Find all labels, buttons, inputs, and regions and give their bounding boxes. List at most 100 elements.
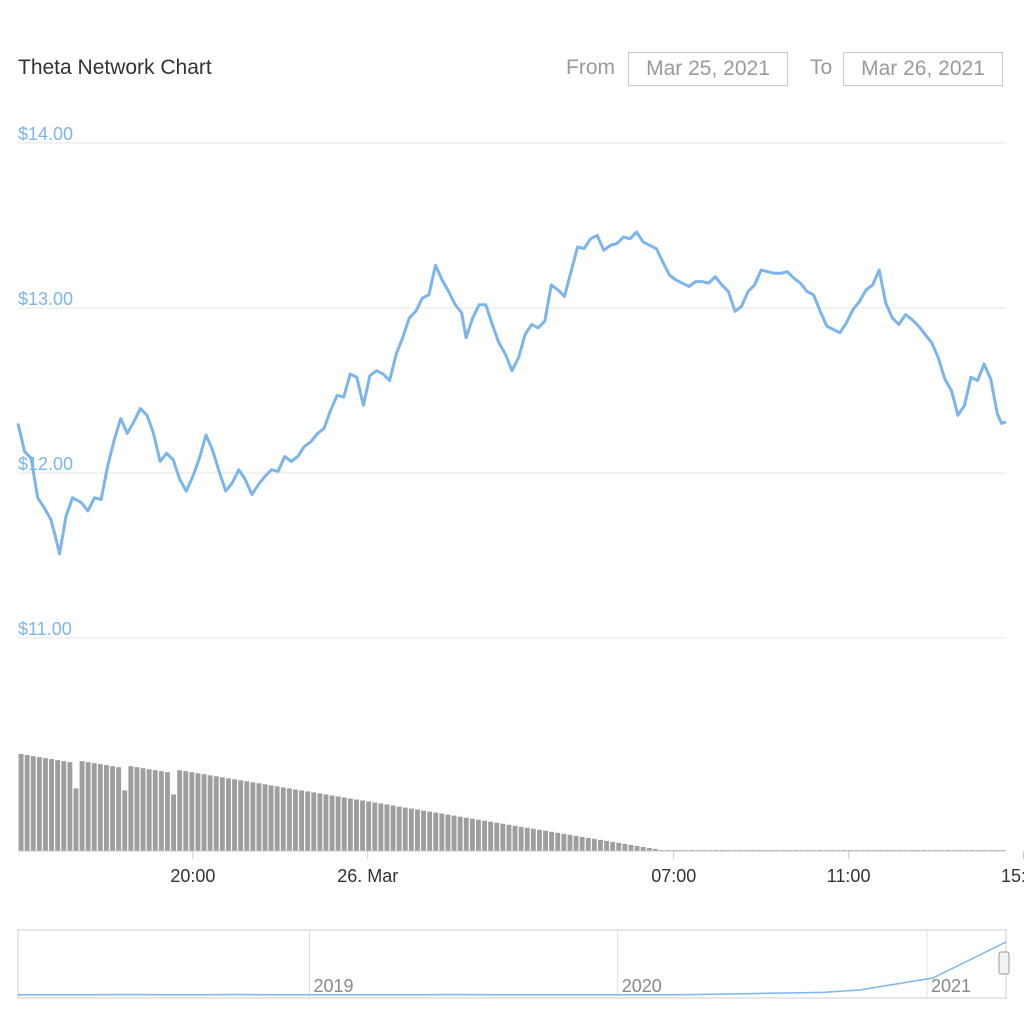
- volume-bar: [293, 789, 298, 851]
- volume-bar: [146, 769, 152, 851]
- volume-bar: [213, 776, 219, 851]
- volume-bar: [378, 803, 384, 851]
- volume-bar: [427, 811, 433, 851]
- volume-bar: [195, 773, 201, 851]
- volume-bar: [506, 824, 512, 851]
- volume-bar: [280, 787, 286, 851]
- volume-bar: [250, 782, 256, 851]
- price-line: [16, 230, 1007, 556]
- volume-bar: [317, 793, 323, 851]
- volume-bar: [122, 790, 128, 851]
- volume-bar: [439, 813, 445, 851]
- volume-bar: [128, 766, 134, 851]
- volume-bar: [512, 825, 518, 852]
- volume-bar: [226, 778, 231, 851]
- volume-bar: [604, 840, 609, 851]
- volume-bar: [305, 791, 311, 851]
- volume-bar: [598, 839, 603, 851]
- x-tick-label: 20:00: [170, 866, 215, 886]
- volume-bar: [341, 797, 347, 851]
- volume-bar: [238, 780, 244, 851]
- y-tick-label: $14.00: [18, 124, 73, 144]
- volume-bar: [79, 761, 85, 851]
- volume-bar: [652, 849, 658, 851]
- y-tick-label: $12.00: [18, 454, 73, 474]
- volume-bar: [610, 841, 616, 851]
- volume-bar: [171, 794, 176, 851]
- volume-bar: [372, 802, 378, 851]
- volume-bar: [408, 808, 414, 851]
- volume-bar: [24, 755, 30, 851]
- volume-bar: [469, 818, 475, 851]
- volume-bar: [219, 777, 225, 851]
- volume-bar: [18, 754, 24, 851]
- navigator-year-label: 2021: [931, 976, 971, 996]
- volume-bar: [451, 815, 457, 851]
- to-label: To: [810, 56, 833, 79]
- volume-bar: [97, 764, 103, 851]
- volume-bar: [445, 814, 451, 851]
- x-tick-label: 15:00: [1001, 866, 1024, 886]
- volume-bar: [530, 828, 536, 851]
- volume-bar: [634, 846, 640, 852]
- volume-bar: [140, 768, 146, 851]
- y-tick-label: $13.00: [18, 289, 73, 309]
- volume-bar: [591, 838, 597, 851]
- volume-bar: [61, 761, 67, 851]
- volume-bar: [244, 781, 250, 851]
- volume-bar: [323, 794, 329, 851]
- volume-bar: [537, 829, 542, 851]
- volume-bar: [573, 835, 579, 851]
- volume-bar: [286, 788, 292, 851]
- volume-bar: [268, 785, 274, 852]
- volume-bar: [628, 844, 634, 851]
- volume-bar: [518, 826, 524, 851]
- volume-bar: [104, 765, 109, 851]
- from-label: From: [566, 56, 615, 79]
- navigator-series: [18, 941, 1007, 996]
- volume-bar: [49, 759, 54, 851]
- volume-bar: [30, 756, 36, 851]
- volume-bar: [476, 819, 481, 851]
- volume-bar: [299, 790, 304, 851]
- volume-bar: [347, 798, 353, 851]
- volume-bar: [646, 848, 652, 851]
- volume-bar: [457, 816, 463, 851]
- volume-bar: [366, 801, 372, 851]
- volume-bar: [555, 832, 561, 851]
- volume-bar: [165, 772, 170, 851]
- volume-bar: [207, 775, 213, 852]
- volume-bar: [524, 827, 530, 851]
- volume-bar: [232, 779, 237, 851]
- volume-bar: [85, 762, 91, 851]
- x-tick-label: 11:00: [827, 866, 871, 886]
- volume-bar: [183, 771, 189, 851]
- y-tick-label: $11.00: [18, 619, 72, 639]
- volume-bar: [549, 831, 555, 851]
- volume-bar: [201, 774, 207, 851]
- chart-title: Theta Network Chart: [18, 56, 212, 79]
- volume-bar: [585, 837, 591, 851]
- volume-bar: [73, 788, 79, 851]
- volume-bar: [274, 786, 280, 851]
- volume-bar: [396, 806, 402, 851]
- to-date-input[interactable]: Mar 26, 2021: [843, 52, 1003, 86]
- volume-bar: [463, 817, 469, 851]
- from-date-input[interactable]: Mar 25, 2021: [628, 52, 788, 86]
- chart-header: Theta Network Chart From Mar 25, 2021 To…: [0, 0, 1024, 110]
- volume-bar: [256, 783, 262, 851]
- volume-bar: [311, 792, 317, 851]
- volume-bar: [384, 804, 390, 851]
- volume-bar: [402, 807, 408, 851]
- volume-bar: [67, 762, 73, 851]
- volume-bar: [354, 799, 359, 851]
- volume-bar: [433, 812, 439, 851]
- volume-bar: [158, 771, 164, 851]
- volume-bar: [152, 770, 158, 851]
- volume-bar: [567, 834, 573, 851]
- navigator-frame[interactable]: [17, 929, 1007, 999]
- volume-bar: [622, 843, 628, 851]
- navigator-handle[interactable]: [998, 951, 1010, 975]
- volume-bar: [110, 766, 115, 851]
